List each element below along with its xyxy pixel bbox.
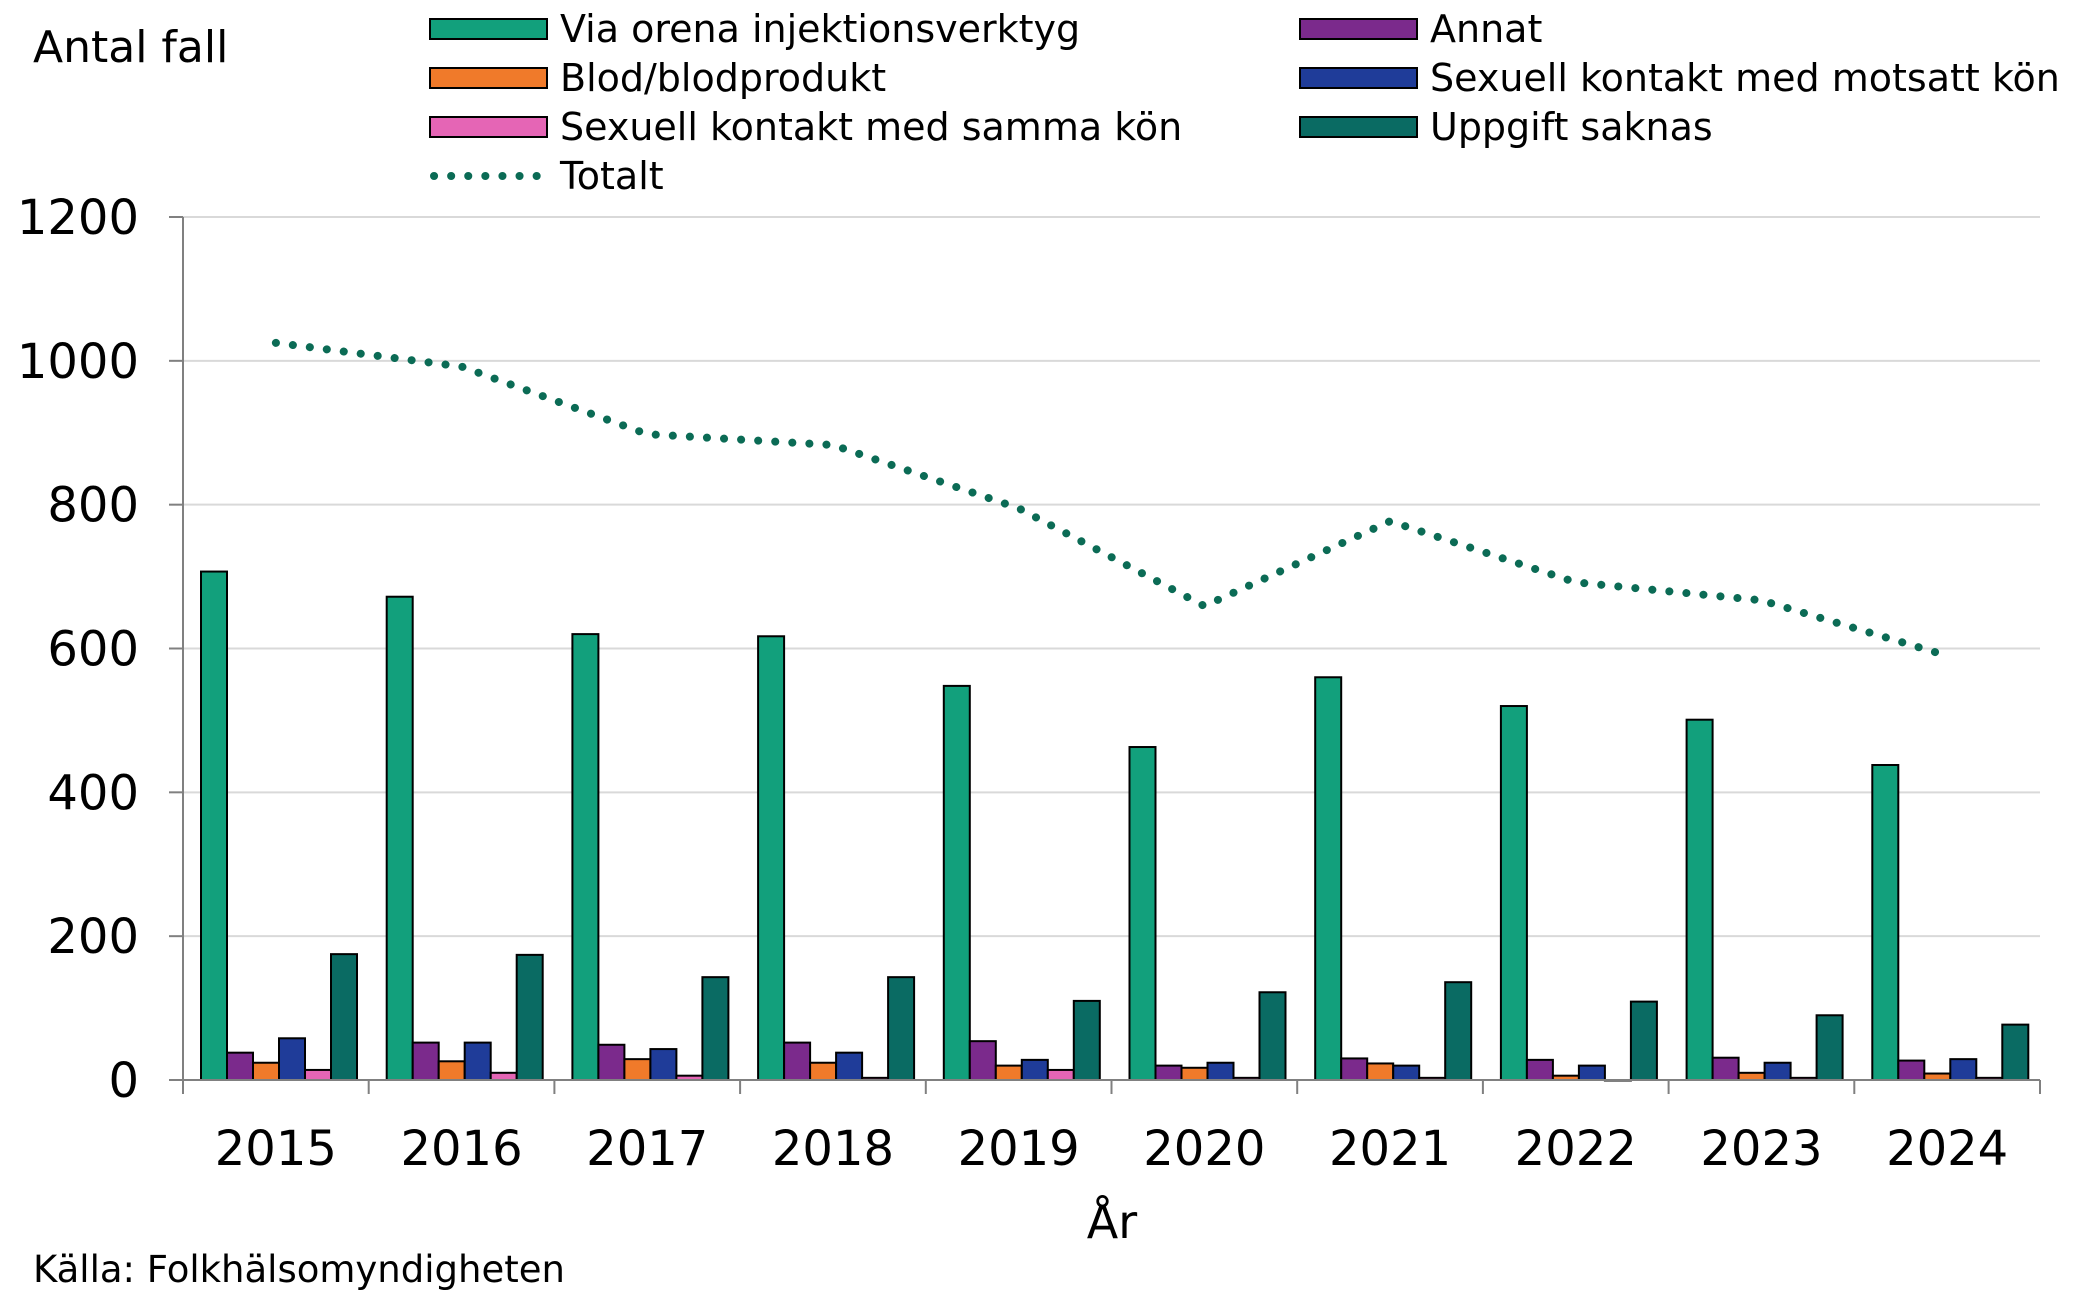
bar-sexuell-kontakt-med-motsatt-kön-2021 (1392, 1064, 1421, 1082)
legend-swatch-via-orena-injektionsverktyg (429, 18, 548, 40)
bar-via-orena-injektionsverktyg-2017 (571, 633, 600, 1081)
bar-annat-2023 (1711, 1056, 1740, 1081)
x-tick-label: 2016 (400, 1121, 522, 1177)
bar-via-orena-injektionsverktyg-2021 (1314, 676, 1343, 1081)
total-line (271, 338, 1952, 660)
legend-label-sexuell-kontakt-med-samma-kön: Sexuell kontakt med samma kön (560, 105, 1182, 149)
bar-uppgift-saknas-2017 (701, 976, 730, 1082)
bar-uppgift-saknas-2024 (2001, 1023, 2030, 1081)
y-tick-label: 600 (47, 622, 139, 678)
legend-label-blod-blodprodukt: Blod/blodprodukt (560, 56, 886, 100)
x-tick-label: 2022 (1515, 1121, 1637, 1177)
bar-blod-blodprodukt-2023 (1737, 1071, 1766, 1082)
x-tick-label: 2023 (1700, 1121, 1822, 1177)
bar-sexuell-kontakt-med-samma-kön-2019 (1046, 1068, 1075, 1081)
bar-via-orena-injektionsverktyg-2023 (1685, 718, 1714, 1081)
bar-blod-blodprodukt-2021 (1366, 1062, 1395, 1081)
bar-annat-2019 (968, 1040, 997, 1082)
bar-uppgift-saknas-2016 (515, 953, 544, 1081)
bar-sexuell-kontakt-med-motsatt-kön-2020 (1206, 1061, 1235, 1081)
line-totalt (271, 338, 1952, 660)
bar-sexuell-kontakt-med-motsatt-kön-2017 (649, 1048, 678, 1081)
legend-swatch-sexuell-kontakt-med-samma-kön (429, 116, 548, 138)
bar-via-orena-injektionsverktyg-2016 (385, 595, 414, 1081)
x-tick-label: 2021 (1329, 1121, 1451, 1177)
bars (200, 570, 2030, 1082)
bar-blod-blodprodukt-2019 (994, 1064, 1023, 1082)
bar-uppgift-saknas-2021 (1444, 981, 1473, 1082)
bar-annat-2015 (226, 1051, 254, 1081)
bar-annat-2021 (1340, 1057, 1369, 1082)
y-tick-label: 0 (108, 1053, 139, 1109)
bar-blod-blodprodukt-2015 (252, 1061, 280, 1081)
gridlines (183, 216, 2040, 938)
bar-sexuell-kontakt-med-motsatt-kön-2018 (835, 1051, 864, 1081)
x-tick-label: 2015 (215, 1121, 337, 1177)
bar-sexuell-kontakt-med-samma-kön-2015 (304, 1068, 332, 1081)
bar-via-orena-injektionsverktyg-2022 (1499, 705, 1528, 1081)
bar-uppgift-saknas-2019 (1072, 999, 1101, 1081)
bar-blod-blodprodukt-2017 (623, 1058, 652, 1081)
bar-via-orena-injektionsverktyg-2020 (1128, 746, 1157, 1081)
legend-label-annat: Annat (1430, 7, 1542, 51)
legend-swatch-annat (1299, 18, 1418, 40)
bar-uppgift-saknas-2020 (1258, 991, 1287, 1081)
bar-sexuell-kontakt-med-samma-kön-2016 (489, 1071, 518, 1082)
legend-label-via-orena-injektionsverktyg: Via orena injektionsverktyg (560, 7, 1080, 51)
bar-sexuell-kontakt-med-motsatt-kön-2016 (463, 1041, 492, 1082)
y-axis-title: Antal fall (33, 22, 228, 73)
y-tick-label: 1200 (17, 190, 139, 246)
x-tick-label: 2018 (772, 1121, 894, 1177)
bar-annat-2020 (1154, 1064, 1183, 1082)
bar-uppgift-saknas-2015 (330, 953, 358, 1081)
y-axis-ticks: 0 200 400 600 800 1000 1200 (17, 190, 183, 1109)
x-tick-label: 2020 (1143, 1121, 1265, 1177)
legend: Via orena injektionsverktyg Annat Blod/blo… (429, 7, 2060, 198)
x-tick-label: 2017 (586, 1121, 708, 1177)
bar-sexuell-kontakt-med-motsatt-kön-2022 (1577, 1064, 1606, 1082)
bar-blod-blodprodukt-2018 (809, 1061, 838, 1081)
legend-swatch-uppgift-saknas (1299, 116, 1418, 138)
x-tick-label: 2019 (958, 1121, 1080, 1177)
bar-annat-2022 (1525, 1058, 1554, 1081)
legend-label-totalt: Totalt (559, 154, 664, 198)
source-note: Källa: Folkhälsomyndigheten (33, 1248, 565, 1291)
bar-annat-2024 (1897, 1059, 1926, 1082)
y-tick-label: 200 (47, 909, 139, 965)
bar-annat-2017 (597, 1043, 626, 1082)
y-tick-label: 400 (47, 765, 139, 821)
bar-sexuell-kontakt-med-motsatt-kön-2019 (1020, 1058, 1049, 1081)
bar-uppgift-saknas-2022 (1629, 1000, 1658, 1082)
bar-sexuell-kontakt-med-motsatt-kön-2024 (1949, 1058, 1978, 1081)
y-tick-label: 1000 (17, 334, 139, 390)
legend-swatch-sexuell-kontakt-med-motsatt-kön (1299, 67, 1418, 89)
legend-label-uppgift-saknas: Uppgift saknas (1430, 105, 1713, 149)
bar-sexuell-kontakt-med-motsatt-kön-2023 (1763, 1061, 1792, 1081)
bar-via-orena-injektionsverktyg-2024 (1871, 764, 1900, 1081)
bar-sexuell-kontakt-med-motsatt-kön-2015 (278, 1037, 306, 1081)
bar-uppgift-saknas-2023 (1815, 1014, 1844, 1082)
bar-via-orena-injektionsverktyg-2015 (200, 570, 228, 1082)
y-tick-label: 800 (47, 478, 139, 534)
x-axis-title: År (1087, 1195, 1137, 1249)
x-axis-ticks: 2015 2016 2017 2018 2019 2020 2021 2022 2023 2024 (182, 1080, 2041, 1177)
bar-via-orena-injektionsverktyg-2019 (942, 684, 971, 1081)
x-tick-label: 2024 (1886, 1121, 2008, 1177)
bar-annat-2016 (411, 1041, 440, 1082)
bar-annat-2018 (783, 1041, 812, 1082)
bar-blod-blodprodukt-2016 (437, 1060, 466, 1081)
bar-blod-blodprodukt-2020 (1180, 1066, 1209, 1082)
legend-label-sexuell-kontakt-med-motsatt-kön: Sexuell kontakt med motsatt kön (1430, 56, 2060, 100)
legend-swatch-blod-blodprodukt (429, 67, 548, 89)
bar-via-orena-injektionsverktyg-2018 (757, 635, 786, 1081)
bar-uppgift-saknas-2018 (887, 976, 916, 1082)
